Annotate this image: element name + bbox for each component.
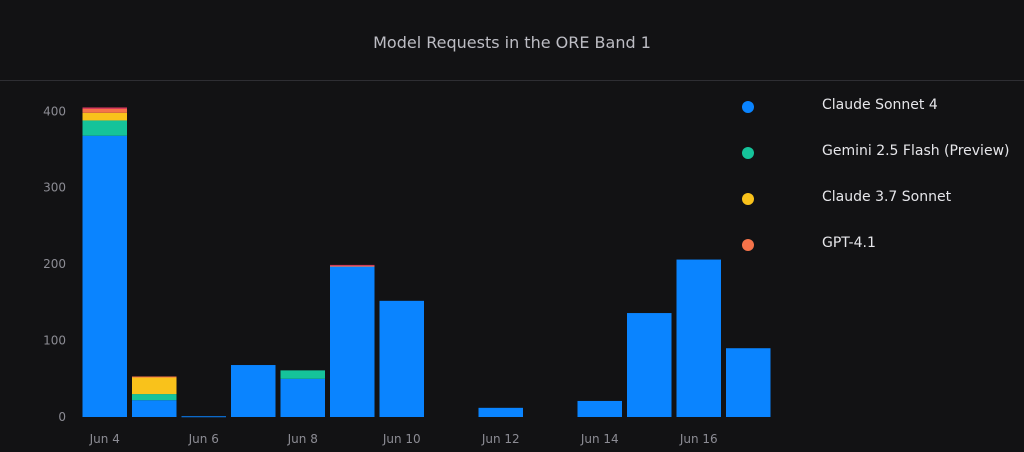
bar-segment-3[interactable] [82, 112, 128, 121]
legend-label: GPT-4.1 [822, 235, 876, 251]
bar-segment-1[interactable] [379, 300, 425, 417]
x-tick-label: Jun 4 [89, 432, 120, 446]
y-tick-label: 400 [43, 104, 66, 118]
legend-dot-icon [742, 193, 754, 205]
y-tick-label: 300 [43, 181, 66, 195]
bar-segment-5[interactable] [330, 264, 375, 266]
x-tick-label: Jun 14 [580, 432, 619, 446]
bar-segment-1[interactable] [478, 407, 524, 417]
bar-segment-1[interactable] [330, 266, 375, 417]
legend-dot-icon [742, 239, 754, 251]
bar-segment-1[interactable] [231, 365, 276, 417]
legend-label: Claude Sonnet 4 [822, 97, 938, 113]
y-tick-label: 100 [43, 334, 66, 348]
bar-segment-1[interactable] [280, 378, 326, 417]
bar-segment-1[interactable] [132, 400, 177, 417]
legend-label: Claude 3.7 Sonnet [822, 189, 952, 205]
legend-label: Gemini 2.5 Flash (Preview) [822, 143, 1010, 159]
bar-segment-1[interactable] [577, 400, 623, 417]
bar-segment-2[interactable] [132, 394, 177, 401]
bar-segment-2[interactable] [82, 120, 128, 136]
chart-title: Model Requests in the ORE Band 1 [373, 33, 651, 52]
y-axis: 0 100 200 300 400 [43, 104, 66, 424]
x-tick-label: Jun 8 [287, 432, 318, 446]
x-axis: Jun 4 Jun 6 Jun 8 Jun 10 Jun 12 Jun 14 Jun 16 [89, 432, 718, 446]
bar-segment-1[interactable] [726, 348, 771, 417]
bar-segment-5[interactable] [82, 107, 128, 109]
bar-segment-2[interactable] [280, 370, 326, 379]
x-tick-label: Jun 12 [481, 432, 520, 446]
bar-segment-1[interactable] [676, 259, 722, 417]
bar-segment-3[interactable] [132, 377, 177, 395]
x-tick-label: Jun 6 [188, 432, 219, 446]
bar-segment-1[interactable] [181, 416, 227, 418]
bar-segment-4[interactable] [330, 265, 375, 267]
y-tick-label: 200 [43, 257, 66, 271]
legend-dot-icon [742, 147, 754, 159]
bar-segment-1[interactable] [82, 135, 128, 417]
x-tick-label: Jun 10 [382, 432, 421, 446]
bars-group [82, 107, 771, 418]
legend-dot-icon [742, 101, 754, 113]
y-tick-label: 0 [58, 410, 66, 424]
bar-segment-4[interactable] [132, 376, 177, 378]
x-tick-label: Jun 16 [679, 432, 718, 446]
bar-segment-4[interactable] [82, 108, 128, 113]
header-divider [0, 80, 1024, 81]
bar-segment-1[interactable] [627, 313, 672, 417]
